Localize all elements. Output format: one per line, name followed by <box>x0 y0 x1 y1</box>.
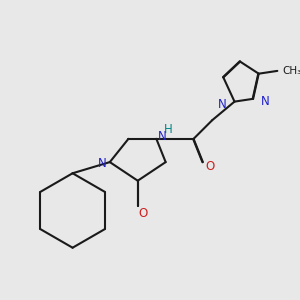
Text: N: N <box>218 98 227 111</box>
Text: N: N <box>158 130 167 143</box>
Text: H: H <box>164 123 172 136</box>
Text: O: O <box>206 160 215 173</box>
Text: CH₃: CH₃ <box>282 66 300 76</box>
Text: O: O <box>139 207 148 220</box>
Text: N: N <box>98 158 107 170</box>
Text: N: N <box>261 95 269 108</box>
